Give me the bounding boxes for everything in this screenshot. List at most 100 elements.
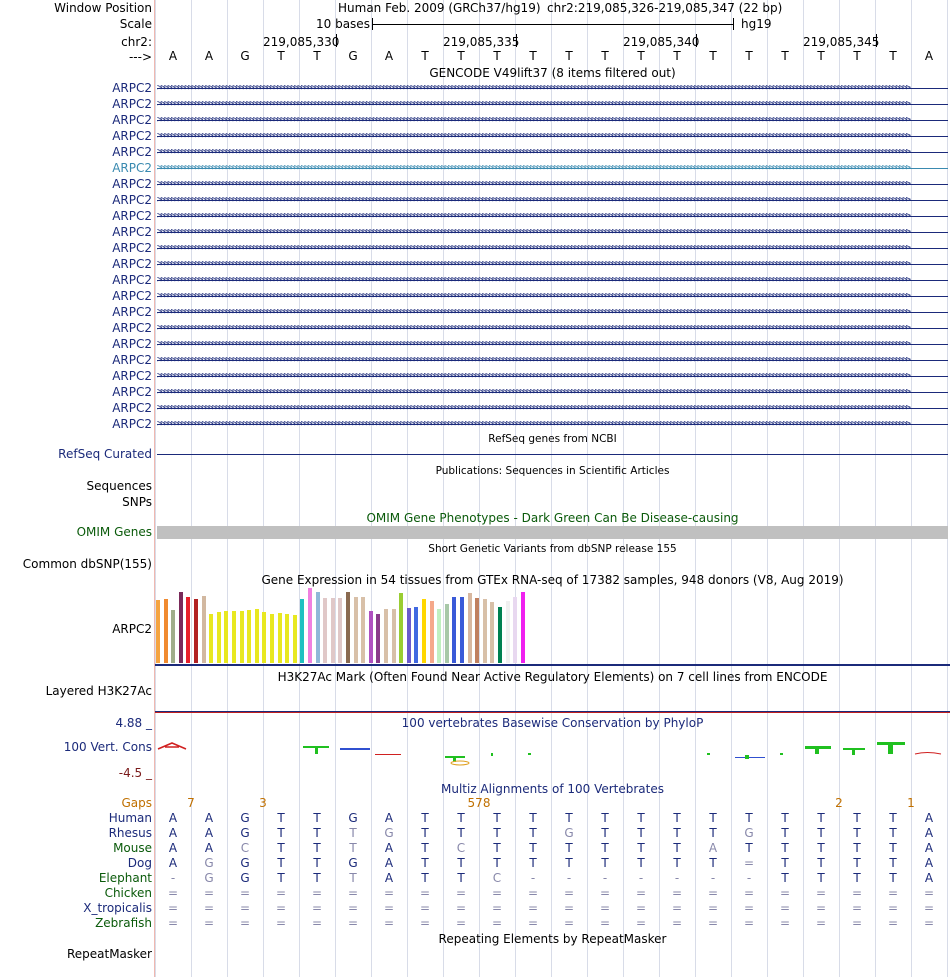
- gtex-tissue-bar[interactable]: [346, 592, 350, 663]
- gtex-tissue-bar[interactable]: [368, 611, 373, 663]
- gene-feature[interactable]: >>>>>>>>>>>>>>>>>>>>>>>>>>>>>>>>>>>>>>>>…: [157, 99, 948, 110]
- omim-title[interactable]: OMIM Gene Phenotypes - Dark Green Can Be…: [366, 511, 739, 525]
- gtex-tissue-bar[interactable]: [437, 609, 442, 663]
- gene-feature[interactable]: >>>>>>>>>>>>>>>>>>>>>>>>>>>>>>>>>>>>>>>>…: [157, 115, 948, 126]
- gtex-tissue-bar[interactable]: [391, 609, 396, 663]
- refseq-title[interactable]: RefSeq genes from NCBI: [488, 433, 617, 445]
- gtex-tissue-bar[interactable]: [429, 601, 434, 663]
- gtex-tissue-bar[interactable]: [482, 599, 487, 663]
- gene-feature[interactable]: >>>>>>>>>>>>>>>>>>>>>>>>>>>>>>>>>>>>>>>>…: [157, 371, 948, 382]
- multiz-title[interactable]: Multiz Alignments of 100 Vertebrates: [440, 782, 665, 796]
- gtex-tissue-bar[interactable]: [406, 608, 411, 663]
- gene-feature[interactable]: >>>>>>>>>>>>>>>>>>>>>>>>>>>>>>>>>>>>>>>>…: [157, 259, 948, 270]
- phylop-label[interactable]: 100 Vert. Cons: [63, 740, 152, 754]
- omim-label[interactable]: OMIM Genes: [76, 525, 152, 539]
- gtex-tissue-bar[interactable]: [338, 598, 343, 663]
- gtex-tissue-bar[interactable]: [308, 588, 312, 663]
- dbsnp-label[interactable]: Common dbSNP(155): [22, 557, 152, 571]
- phylop-title[interactable]: 100 vertebrates Basewise Conservation by…: [401, 716, 704, 730]
- gene-label[interactable]: ARPC2: [112, 177, 152, 191]
- gtex-tissue-bar[interactable]: [513, 597, 518, 663]
- gtex-tissue-bar[interactable]: [460, 597, 464, 663]
- gtex-tissue-bar[interactable]: [376, 614, 381, 663]
- gtex-tissue-bar[interactable]: [467, 593, 472, 663]
- gene-feature[interactable]: >>>>>>>>>>>>>>>>>>>>>>>>>>>>>>>>>>>>>>>>…: [157, 355, 948, 366]
- gene-feature[interactable]: >>>>>>>>>>>>>>>>>>>>>>>>>>>>>>>>>>>>>>>>…: [157, 211, 948, 222]
- gene-label[interactable]: ARPC2: [112, 353, 152, 367]
- gene-feature[interactable]: >>>>>>>>>>>>>>>>>>>>>>>>>>>>>>>>>>>>>>>>…: [157, 83, 948, 94]
- gtex-tissue-bar[interactable]: [315, 592, 320, 663]
- refseq-label[interactable]: RefSeq Curated: [58, 447, 152, 461]
- gtex-tissue-bar[interactable]: [277, 613, 282, 663]
- gene-feature[interactable]: >>>>>>>>>>>>>>>>>>>>>>>>>>>>>>>>>>>>>>>>…: [157, 275, 948, 286]
- gtex-tissue-bar[interactable]: [452, 597, 457, 663]
- gene-feature[interactable]: >>>>>>>>>>>>>>>>>>>>>>>>>>>>>>>>>>>>>>>>…: [157, 291, 948, 302]
- gtex-label[interactable]: ARPC2: [112, 622, 152, 636]
- species-label[interactable]: Rhesus: [108, 826, 152, 840]
- species-label[interactable]: Human: [108, 811, 152, 825]
- publications-snps-label[interactable]: SNPs: [122, 495, 152, 509]
- repeatmasker-label[interactable]: RepeatMasker: [66, 947, 152, 961]
- gtex-tissue-bar[interactable]: [292, 615, 297, 663]
- gene-feature[interactable]: >>>>>>>>>>>>>>>>>>>>>>>>>>>>>>>>>>>>>>>>…: [157, 387, 948, 398]
- gene-label[interactable]: ARPC2: [112, 417, 152, 431]
- gtex-tissue-bar[interactable]: [384, 609, 388, 663]
- gene-label[interactable]: ARPC2: [112, 337, 152, 351]
- gtex-tissue-bar[interactable]: [505, 601, 510, 663]
- gene-label[interactable]: ARPC2: [112, 241, 152, 255]
- gene-label[interactable]: ARPC2: [112, 305, 152, 319]
- repeatmasker-title[interactable]: Repeating Elements by RepeatMasker: [438, 932, 667, 946]
- gtex-tissue-bar[interactable]: [178, 592, 183, 663]
- refseq-gene-line[interactable]: [157, 454, 948, 455]
- gene-label[interactable]: ARPC2: [112, 113, 152, 127]
- h3k27ac-title[interactable]: H3K27Ac Mark (Often Found Near Active Re…: [277, 670, 828, 684]
- gene-feature[interactable]: >>>>>>>>>>>>>>>>>>>>>>>>>>>>>>>>>>>>>>>>…: [157, 163, 948, 174]
- gene-feature[interactable]: >>>>>>>>>>>>>>>>>>>>>>>>>>>>>>>>>>>>>>>>…: [157, 179, 948, 190]
- phylop-graph[interactable]: [155, 735, 950, 770]
- species-label[interactable]: Mouse: [113, 841, 152, 855]
- gtex-tissue-bar[interactable]: [361, 597, 366, 663]
- gtex-tissue-bar[interactable]: [323, 598, 328, 663]
- gene-feature[interactable]: >>>>>>>>>>>>>>>>>>>>>>>>>>>>>>>>>>>>>>>>…: [157, 131, 948, 142]
- gtex-tissue-bar[interactable]: [232, 611, 236, 663]
- gtex-tissue-bar[interactable]: [171, 610, 176, 663]
- gene-label[interactable]: ARPC2: [112, 385, 152, 399]
- gene-feature[interactable]: >>>>>>>>>>>>>>>>>>>>>>>>>>>>>>>>>>>>>>>>…: [157, 323, 948, 334]
- gene-label[interactable]: ARPC2: [112, 369, 152, 383]
- gtex-tissue-bar[interactable]: [262, 612, 267, 663]
- publications-title[interactable]: Publications: Sequences in Scientific Ar…: [435, 465, 670, 477]
- species-label[interactable]: Dog: [127, 856, 152, 870]
- gene-label[interactable]: ARPC2: [112, 145, 152, 159]
- gene-feature[interactable]: >>>>>>>>>>>>>>>>>>>>>>>>>>>>>>>>>>>>>>>>…: [157, 195, 948, 206]
- gtex-tissue-bar[interactable]: [444, 604, 449, 663]
- gtex-tissue-bar[interactable]: [300, 599, 305, 663]
- h3k27ac-label[interactable]: Layered H3K27Ac: [45, 684, 152, 698]
- gtex-tissue-bar[interactable]: [254, 609, 259, 663]
- species-label[interactable]: Zebrafish: [95, 916, 152, 930]
- gene-feature[interactable]: >>>>>>>>>>>>>>>>>>>>>>>>>>>>>>>>>>>>>>>>…: [157, 403, 948, 414]
- gtex-tissue-bar[interactable]: [163, 599, 168, 663]
- gtex-tissue-bar[interactable]: [194, 599, 198, 663]
- gene-label[interactable]: ARPC2: [112, 225, 152, 239]
- gene-label[interactable]: ARPC2: [112, 97, 152, 111]
- gtex-tissue-bar[interactable]: [285, 614, 290, 663]
- gene-label[interactable]: ARPC2: [112, 209, 152, 223]
- species-label[interactable]: X_tropicalis: [83, 901, 152, 915]
- gtex-tissue-bar[interactable]: [270, 614, 274, 663]
- gtex-tissue-bar[interactable]: [247, 610, 252, 663]
- gtex-bar-chart[interactable]: [156, 588, 556, 663]
- publications-label[interactable]: Sequences: [86, 479, 152, 493]
- gtex-tissue-bar[interactable]: [490, 602, 495, 663]
- gene-feature[interactable]: >>>>>>>>>>>>>>>>>>>>>>>>>>>>>>>>>>>>>>>>…: [157, 147, 948, 158]
- gtex-tissue-bar[interactable]: [353, 597, 358, 663]
- gene-feature[interactable]: >>>>>>>>>>>>>>>>>>>>>>>>>>>>>>>>>>>>>>>>…: [157, 227, 948, 238]
- gtex-tissue-bar[interactable]: [216, 612, 221, 663]
- gtex-tissue-bar[interactable]: [399, 593, 404, 663]
- dbsnp-title[interactable]: Short Genetic Variants from dbSNP releas…: [428, 543, 677, 555]
- gene-label[interactable]: ARPC2: [112, 321, 152, 335]
- gene-label[interactable]: ARPC2: [112, 129, 152, 143]
- gene-label[interactable]: ARPC2: [112, 273, 152, 287]
- gene-label[interactable]: ARPC2: [112, 257, 152, 271]
- gtex-tissue-bar[interactable]: [520, 592, 525, 663]
- gene-label[interactable]: ARPC2: [112, 289, 152, 303]
